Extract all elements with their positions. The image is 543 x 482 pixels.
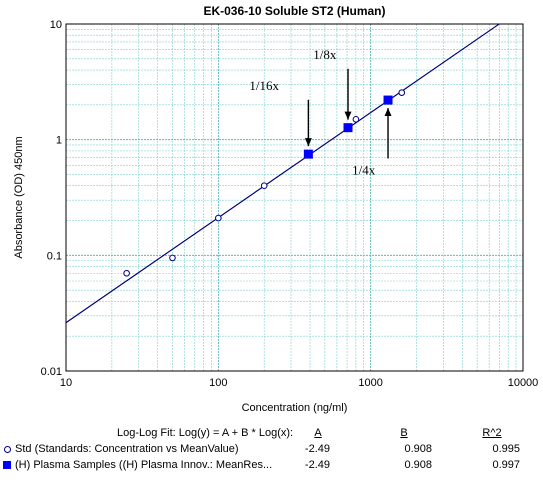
x-axis-label: Concentration (ng/ml) (242, 402, 348, 414)
fit-row-std-label: Std (Standards: Concentration vs MeanVal… (15, 443, 239, 455)
fit-col-b-header: B (400, 427, 408, 439)
fit-col-a-header: A (314, 427, 322, 439)
sample-data-point (383, 95, 393, 105)
fit-row-std-r2: 0.995 (492, 443, 520, 455)
sample-data-point (303, 149, 313, 159)
std-data-point (398, 89, 406, 96)
y-tick-label: 0.01 (41, 366, 62, 378)
x-tick-label: 100 (209, 377, 227, 389)
std-data-point (215, 214, 222, 222)
fit-row-plasma-label: (H) Plasma Samples ((H) Plasma Innov.: M… (15, 459, 273, 471)
x-tick-label: 10 (60, 377, 72, 389)
annotation-arrow-head-icon (304, 138, 312, 147)
sample-data-point (343, 123, 353, 133)
x-tick-label: 10000 (508, 377, 539, 389)
legend-filled-square-icon (3, 461, 11, 469)
annotation-arrow-head-icon (344, 111, 352, 120)
fit-line (65, 23, 500, 324)
annotation-label: 1/16x (249, 78, 279, 93)
std-data-point (169, 254, 176, 262)
annotation-label: 1/8x (313, 47, 337, 62)
fit-row-std-a: -2.49 (304, 443, 330, 455)
std-data-point (123, 269, 130, 277)
plot-frame (65, 23, 524, 372)
std-data-point (260, 182, 268, 189)
legend-open-circle-icon (4, 446, 11, 453)
chart-canvas: 10 100 1000 10000 0.01 0.1 1 10 Concentration (n… (13, 19, 539, 414)
chart-title: EK-036-10 Soluble ST2 (Human) (203, 4, 386, 18)
x-tick-label: 1000 (358, 377, 382, 389)
fit-heading: Log-Log Fit: Log(y) = A + B * Log(x): (117, 427, 294, 439)
fit-row-plasma-a: -2.49 (304, 459, 330, 471)
y-axis-label: Absorbance (OD) 450nm (13, 136, 25, 258)
y-tick-label: 1 (56, 135, 62, 147)
fit-row-plasma-b: 0.908 (404, 459, 432, 471)
fit-row-plasma-r2: 0.997 (492, 459, 520, 471)
y-tick-label: 10 (50, 19, 62, 31)
y-tick-label: 0.1 (47, 250, 62, 262)
std-data-point (352, 115, 360, 123)
annotation-label: 1/4x (352, 162, 376, 177)
fit-col-r2-header: R^2 (482, 427, 502, 439)
annotation-arrow-head-icon (384, 108, 392, 117)
fit-row-std-b: 0.908 (404, 443, 432, 455)
